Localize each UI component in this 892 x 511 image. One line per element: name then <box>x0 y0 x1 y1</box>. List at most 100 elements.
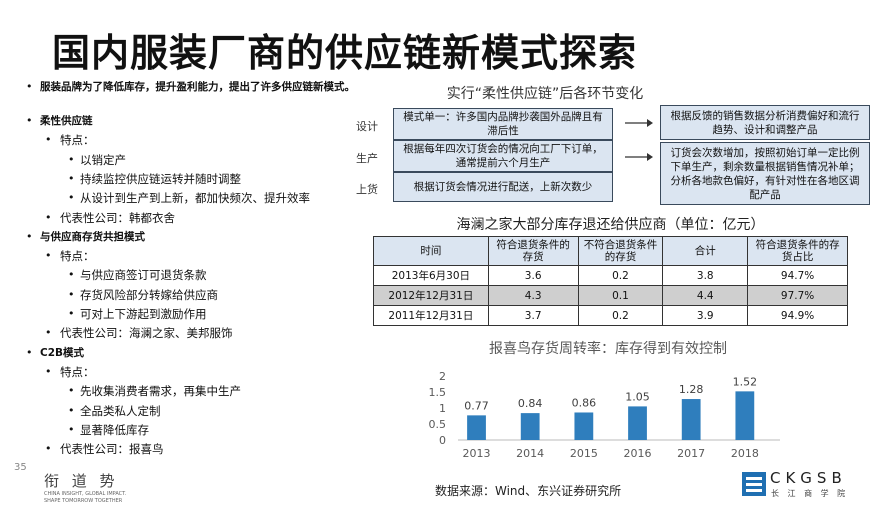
bar <box>467 415 486 440</box>
bullet: • <box>45 249 52 263</box>
bar <box>735 391 755 440</box>
bar <box>628 406 647 440</box>
outline-item: 柔性供应链 <box>40 115 93 127</box>
header-cell: 符合退货条件的存货占比 <box>747 236 848 266</box>
arrows <box>625 119 653 161</box>
outline-item: 特点： <box>60 364 95 379</box>
outline-item: 代表性公司：韩都衣舍 <box>60 210 175 225</box>
value-label: 1.05 <box>625 390 650 403</box>
bullet: • <box>45 326 52 340</box>
x-tick-label: 2018 <box>731 447 759 460</box>
y-tick-label: 0 <box>439 434 446 447</box>
value-label: 0.86 <box>572 396 597 409</box>
table-cell: 0.1 <box>577 285 664 306</box>
outline-item: 全品类私人定制 <box>80 403 161 418</box>
header-cell: 不符合退货条件的存货 <box>577 236 664 266</box>
table-cell: 2013年6月30日 <box>373 265 489 286</box>
y-tick-label: 1 <box>439 402 446 415</box>
outline-item: 服装品牌为了降低库存，提升盈利能力，提出了许多供应链新模式。 <box>40 81 355 93</box>
bullet: • <box>68 307 75 320</box>
logo-left: 衔 道 势 <box>44 472 119 490</box>
slide-title: 国内服装厂商的供应链新模式探索 <box>52 31 638 75</box>
arrow-head <box>647 119 653 127</box>
outline-item: 持续监控供应链运转并随时调整 <box>80 171 241 186</box>
x-tick-label: 2014 <box>516 447 544 460</box>
header-cell: 符合退货条件的存货 <box>487 236 579 266</box>
source-note: 数据来源：Wind、东兴证券研究所 <box>435 484 622 498</box>
bullet: • <box>68 191 75 205</box>
bullet: • <box>68 152 75 166</box>
x-tick-label: 2015 <box>570 447 598 460</box>
bullet: • <box>26 345 33 359</box>
outline-item: 与供应商存货共担模式 <box>40 230 145 243</box>
data-table: 时间 符合退货条件的存货 不符合退货条件的存货 合计 符合退货条件的存货占比 2013年6… <box>373 236 848 326</box>
table-cell: 3.9 <box>662 305 749 326</box>
outline-item: 代表性公司：海澜之家、美邦服饰 <box>60 326 233 341</box>
header-cell: 合计 <box>662 236 749 266</box>
stage-label: 生产 <box>356 152 378 165</box>
before-box: 根据每年四次订货会的情况向工厂下订单，通常提前六个月生产 <box>393 140 613 172</box>
bullet: • <box>68 268 75 282</box>
table-cell: 94.7% <box>747 265 848 286</box>
outline-item: C2B模式 <box>40 346 85 359</box>
logo-subtitle: 长 江 商 学 院 <box>771 489 849 498</box>
diagram-title: 实行“柔性供应链”后各环节变化 <box>446 86 644 102</box>
arrow-head <box>647 153 653 161</box>
after-box: 订货会次数增加，按照初始订单一定比例下单生产，剩余数量根据销售情况补单；分析各地… <box>660 142 870 205</box>
stage-label: 设计 <box>356 120 378 133</box>
table-row: 2011年12月31日 3.7 0.2 3.9 94.9% <box>373 305 848 326</box>
table-cell: 3.8 <box>662 265 749 286</box>
table-cell: 0.2 <box>577 265 664 286</box>
stage-label: 上货 <box>356 183 378 196</box>
outline-item: 特点： <box>60 249 95 264</box>
outline-item: 特点： <box>60 133 95 148</box>
logo-tagline: SHAPE TOMORROW TOGETHER <box>44 498 123 504</box>
outline-item: 以销定产 <box>80 152 126 167</box>
logo-icon <box>742 472 766 496</box>
table-cell: 2011年12月31日 <box>373 305 489 326</box>
chart-title: 报喜鸟存货周转率：库存得到有效控制 <box>489 340 727 357</box>
bullet: • <box>45 133 52 147</box>
value-label: 0.84 <box>518 397 543 410</box>
bullet: • <box>68 403 75 417</box>
bullet: • <box>68 171 75 185</box>
x-tick-label: 2017 <box>677 447 705 460</box>
after-box: 根据反馈的销售数据分析消费偏好和流行趋势、设计和调整产品 <box>660 105 870 140</box>
bullet: • <box>68 422 75 436</box>
value-label: 1.28 <box>679 383 704 396</box>
before-box: 模式单一：许多国内品牌抄袭国外品牌且有滞后性 <box>393 108 613 140</box>
bullet: • <box>68 287 75 301</box>
bullet: • <box>45 364 52 378</box>
outline-item: 代表性公司：报喜鸟 <box>60 442 164 457</box>
table-cell: 4.4 <box>662 285 749 306</box>
outline-item: 从设计到生产到上新，都加快频次、提升效率 <box>80 191 310 206</box>
bullet: • <box>26 114 33 127</box>
page-number: 35 <box>14 462 27 473</box>
table-cell: 2012年12月31日 <box>373 285 489 306</box>
bar <box>520 413 540 440</box>
outline-item: 存货风险部分转嫁给供应商 <box>80 287 218 302</box>
outline-item: 先收集消费者需求，再集中生产 <box>80 384 241 399</box>
y-tick-label: 2 <box>439 370 446 383</box>
bar <box>681 399 701 440</box>
outline-item: 显著降低库存 <box>80 422 149 437</box>
y-tick-label: 0.5 <box>429 418 447 431</box>
bullet: • <box>26 80 33 93</box>
y-tick-label: 1.5 <box>429 386 447 399</box>
value-label: 1.52 <box>733 375 758 388</box>
table-row: 2012年12月31日 4.3 0.1 4.4 97.7% <box>373 285 848 306</box>
table-cell: 3.6 <box>487 265 579 286</box>
bar <box>574 412 594 440</box>
logo-tagline: CHINA INSIGHT, GLOBAL IMPACT. <box>44 491 127 497</box>
table-cell: 94.9% <box>747 305 848 326</box>
bullet: • <box>45 442 52 456</box>
value-label: 0.77 <box>464 399 489 412</box>
table-cell: 97.7% <box>747 285 848 306</box>
table-header: 时间 符合退货条件的存货 不符合退货条件的存货 合计 符合退货条件的存货占比 <box>373 236 848 266</box>
table-cell: 3.7 <box>487 305 579 326</box>
x-tick-label: 2016 <box>624 447 652 460</box>
before-box: 根据订货会情况进行配送，上新次数少 <box>393 172 613 202</box>
table-cell: 4.3 <box>487 285 579 306</box>
bullet: • <box>26 229 33 243</box>
